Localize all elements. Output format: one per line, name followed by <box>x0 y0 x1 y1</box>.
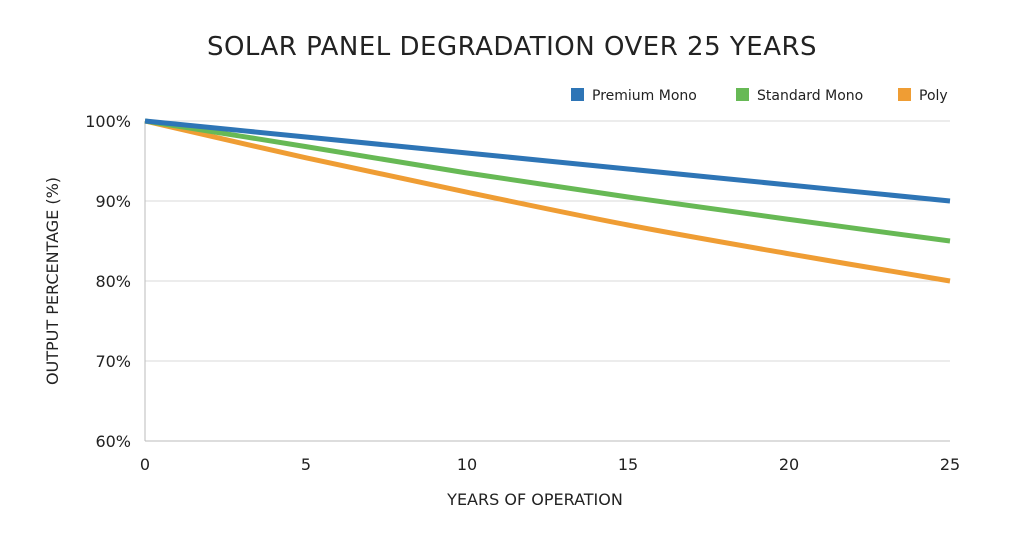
y-tick-label: 60% <box>95 432 131 451</box>
y-tick-label: 80% <box>95 272 131 291</box>
series-line-premium-mono <box>144 118 951 204</box>
x-tick-label: 15 <box>618 455 638 474</box>
y-tick-labels: 60% 70% 80% 90% 100% <box>85 112 131 451</box>
legend-label-standard-mono: Standard Mono <box>757 88 863 104</box>
legend-swatch-poly <box>898 88 911 101</box>
series-line-standard-mono <box>144 118 951 244</box>
x-tick-label: 20 <box>779 455 799 474</box>
legend-swatch-standard-mono <box>736 88 749 101</box>
axes <box>144 121 950 442</box>
legend: Premium Mono Standard Mono Poly <box>571 88 948 104</box>
chart-title: SOLAR PANEL DEGRADATION OVER 25 YEARS <box>207 32 817 62</box>
x-tick-labels: 0 5 10 15 20 25 <box>140 455 960 474</box>
x-tick-label: 10 <box>457 455 477 474</box>
series-line-poly <box>144 118 951 284</box>
x-tick-label: 25 <box>940 455 960 474</box>
x-tick-label: 5 <box>301 455 311 474</box>
legend-label-poly: Poly <box>919 88 948 104</box>
y-tick-label: 90% <box>95 192 131 211</box>
y-tick-label: 70% <box>95 352 131 371</box>
x-axis-label: YEARS OF OPERATION <box>446 490 623 509</box>
legend-label-premium-mono: Premium Mono <box>592 88 697 104</box>
x-tick-label: 0 <box>140 455 150 474</box>
legend-swatch-premium-mono <box>571 88 584 101</box>
y-axis-label: OUTPUT PERCENTAGE (%) <box>43 177 62 385</box>
series-lines <box>144 118 951 284</box>
gridlines <box>145 120 950 362</box>
y-tick-label: 100% <box>85 112 131 131</box>
